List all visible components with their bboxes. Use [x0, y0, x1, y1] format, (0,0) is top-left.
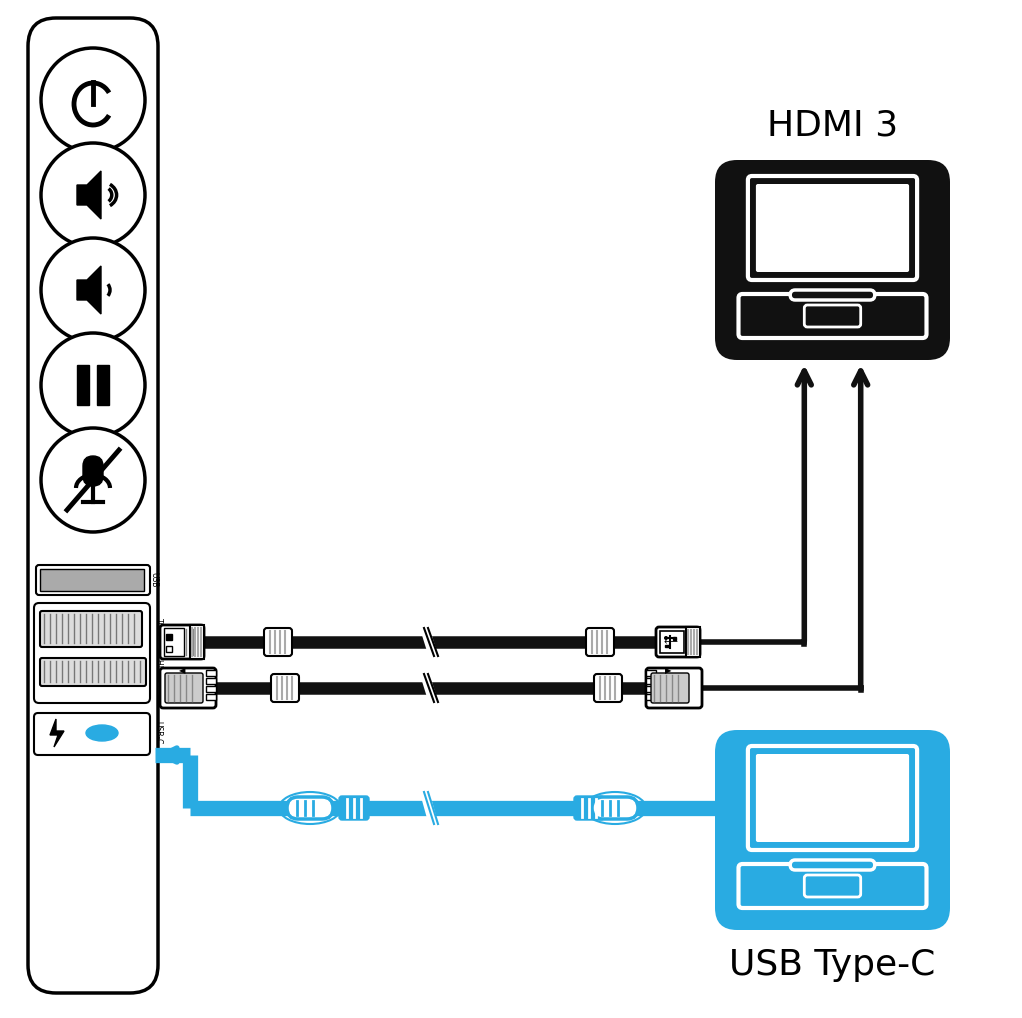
- Circle shape: [41, 238, 145, 342]
- Bar: [164, 628, 184, 656]
- Circle shape: [41, 143, 145, 247]
- FancyBboxPatch shape: [748, 176, 917, 280]
- FancyBboxPatch shape: [160, 625, 204, 659]
- Bar: [646, 694, 656, 700]
- FancyBboxPatch shape: [646, 668, 702, 708]
- FancyBboxPatch shape: [739, 294, 927, 338]
- Bar: [665, 645, 669, 647]
- Circle shape: [41, 48, 145, 152]
- Polygon shape: [77, 171, 101, 219]
- Bar: [190, 625, 204, 659]
- FancyBboxPatch shape: [790, 860, 875, 870]
- FancyBboxPatch shape: [34, 603, 150, 703]
- Circle shape: [41, 333, 145, 437]
- FancyBboxPatch shape: [165, 673, 203, 703]
- FancyBboxPatch shape: [756, 184, 910, 272]
- Polygon shape: [50, 719, 64, 747]
- FancyBboxPatch shape: [34, 713, 150, 755]
- Circle shape: [664, 636, 668, 640]
- FancyBboxPatch shape: [160, 668, 216, 708]
- FancyBboxPatch shape: [715, 730, 950, 930]
- FancyBboxPatch shape: [40, 658, 146, 686]
- Bar: [166, 646, 172, 652]
- Bar: [673, 637, 676, 640]
- Circle shape: [41, 428, 145, 532]
- Bar: [646, 670, 656, 676]
- Bar: [77, 365, 89, 405]
- Text: ▶: ▶: [664, 667, 671, 676]
- Text: TOUCH: TOUCH: [153, 618, 162, 644]
- FancyBboxPatch shape: [287, 797, 333, 819]
- FancyBboxPatch shape: [83, 456, 103, 486]
- FancyBboxPatch shape: [586, 628, 614, 656]
- Bar: [660, 631, 684, 653]
- Bar: [206, 678, 216, 684]
- FancyBboxPatch shape: [790, 290, 875, 300]
- Bar: [40, 569, 144, 591]
- Bar: [646, 678, 656, 684]
- FancyBboxPatch shape: [592, 797, 638, 819]
- Polygon shape: [77, 266, 101, 314]
- Text: HDMI 3: HDMI 3: [766, 108, 898, 142]
- FancyBboxPatch shape: [339, 796, 369, 821]
- FancyBboxPatch shape: [271, 674, 299, 702]
- FancyBboxPatch shape: [656, 627, 700, 657]
- Text: USB: USB: [149, 572, 158, 587]
- FancyBboxPatch shape: [40, 611, 142, 647]
- Text: ◀: ◀: [179, 667, 185, 676]
- FancyBboxPatch shape: [804, 305, 861, 327]
- FancyBboxPatch shape: [739, 864, 927, 908]
- FancyBboxPatch shape: [715, 160, 950, 360]
- FancyBboxPatch shape: [651, 673, 689, 703]
- Bar: [166, 634, 172, 640]
- FancyBboxPatch shape: [574, 796, 604, 821]
- FancyBboxPatch shape: [594, 674, 622, 702]
- Text: USB Type-C: USB Type-C: [730, 948, 936, 982]
- Bar: [646, 686, 656, 692]
- Bar: [206, 686, 216, 692]
- FancyBboxPatch shape: [28, 18, 158, 993]
- FancyBboxPatch shape: [756, 754, 910, 842]
- Bar: [686, 627, 700, 657]
- FancyBboxPatch shape: [804, 875, 861, 897]
- Bar: [206, 670, 216, 676]
- Bar: [97, 365, 109, 405]
- Text: HDMI 3: HDMI 3: [153, 659, 162, 687]
- Ellipse shape: [86, 725, 118, 741]
- Bar: [206, 694, 216, 700]
- Text: ⟵: ⟵: [663, 637, 677, 647]
- Text: USB-C: USB-C: [153, 722, 162, 745]
- FancyBboxPatch shape: [264, 628, 292, 656]
- FancyBboxPatch shape: [36, 565, 150, 595]
- FancyBboxPatch shape: [748, 746, 917, 850]
